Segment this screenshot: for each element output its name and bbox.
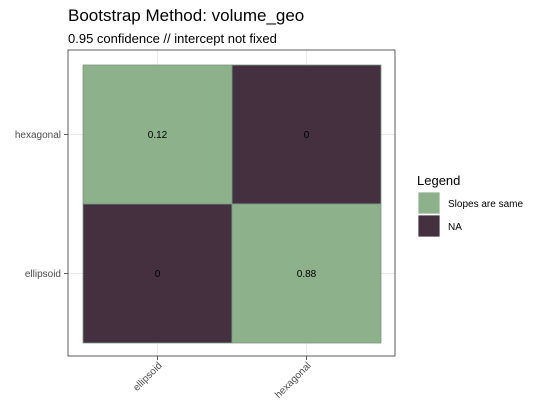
legend-entries: Slopes are same NA (417, 191, 523, 238)
cell-labels: 0.12 0 0 0.88 (148, 130, 317, 280)
x-tick-label: ellipsoid (131, 360, 164, 393)
heatmap-cell (231, 203, 382, 344)
heatmap-cell (231, 64, 382, 205)
heatmap-cells (82, 64, 382, 344)
cell-value-label: 0.88 (297, 269, 317, 280)
plot-panel-border (67, 49, 396, 357)
cell-value-label: 0 (304, 130, 310, 141)
legend-title: Legend (417, 173, 460, 188)
legend-entry-label: Slopes are same (448, 199, 523, 210)
legend: Legend Slopes are same NA (417, 173, 523, 238)
legend-key-swatch (417, 214, 441, 238)
chart-title: Bootstrap Method: volume_geo (68, 6, 304, 25)
heatmap-cell (82, 203, 233, 344)
y-tick-label: hexagonal (15, 130, 61, 141)
legend-key-swatch (417, 191, 441, 215)
chart-subtitle: 0.95 confidence // intercept not fixed (68, 31, 277, 46)
x-axis: ellipsoid hexagonal (131, 356, 314, 401)
y-tick-label: ellipsoid (25, 269, 61, 280)
legend-entry-label: NA (448, 222, 462, 233)
y-axis: hexagonal ellipsoid (15, 130, 68, 280)
cell-value-label: 0 (155, 269, 161, 280)
cell-value-label: 0.12 (148, 130, 168, 141)
x-tick-label: hexagonal (273, 360, 313, 400)
